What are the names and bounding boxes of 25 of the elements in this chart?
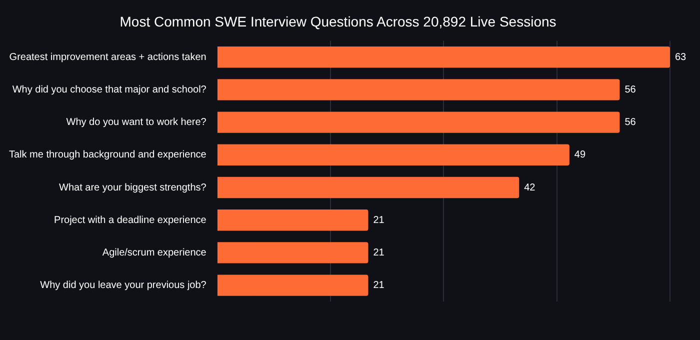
bar [217,46,670,68]
data-label: 21 [373,247,385,258]
y-tick-label: Why did you choose that major and school? [12,84,207,96]
bar [217,144,570,166]
data-label: 42 [524,182,536,194]
data-label: 63 [675,52,687,63]
y-tick-label: Project with a deadline experience [54,214,207,226]
y-tick-label: Why did you leave your previous job? [40,280,207,292]
data-label: 21 [373,280,385,292]
data-label: 21 [373,214,385,226]
bar [217,274,368,296]
bar [217,210,368,231]
bar [217,242,368,264]
data-label: 56 [624,84,636,96]
y-tick-label: Why do you want to work here? [66,117,207,128]
bar [217,79,620,100]
data-label: 56 [624,117,636,128]
y-tick-label: What are your biggest strengths? [59,182,207,194]
chart-title: Most Common SWE Interview Questions Across 20,892 Live Sessions [120,13,556,30]
data-label: 49 [574,150,586,161]
y-tick-label: Talk me through background and experience [8,150,207,161]
y-tick-label: Greatest improvement areas + actions taken [9,52,206,63]
y-tick-label: Agile/scrum experience [102,247,207,258]
bar [217,176,520,198]
bar [217,112,620,133]
